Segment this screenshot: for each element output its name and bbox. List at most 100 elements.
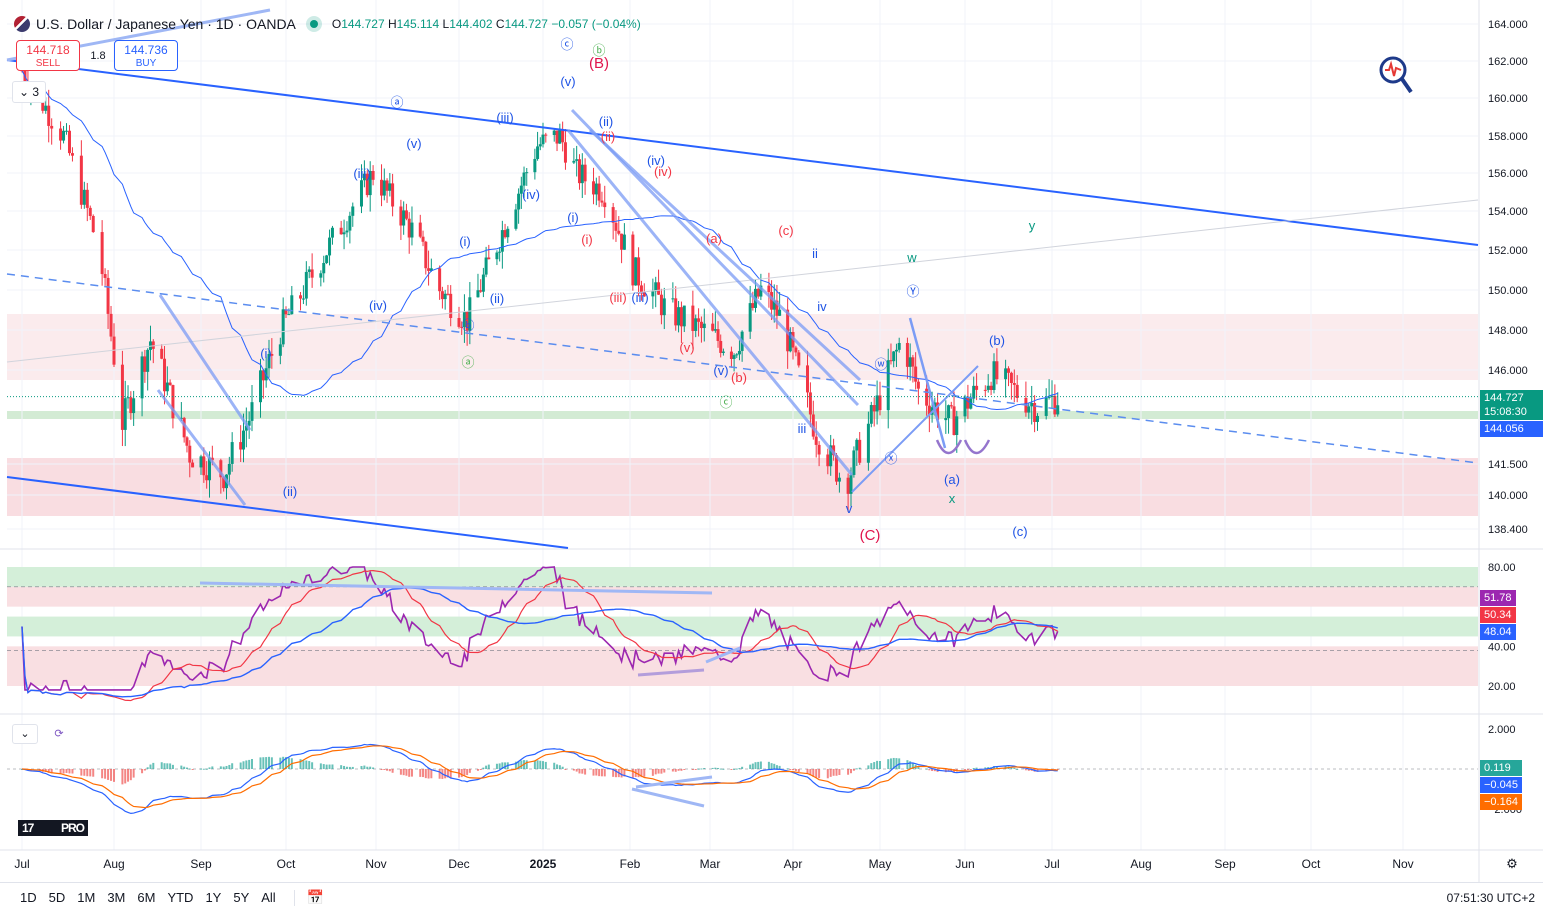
candle-body xyxy=(382,180,386,196)
macd-bar xyxy=(697,768,700,770)
macd-refresh-icon[interactable]: ⟳ xyxy=(46,724,72,744)
candle-body xyxy=(210,457,214,461)
macd-bar xyxy=(65,769,68,773)
macd-bar xyxy=(694,769,697,770)
macd-bar xyxy=(149,764,152,769)
candle-body xyxy=(348,215,352,231)
bottom-toolbar: 1D 5D 1M 3M 6M YTD 1Y 5Y All 📅 07:51:30 UTC+2 xyxy=(0,882,1543,912)
range-button-5d[interactable]: 5D xyxy=(48,890,66,905)
range-button-all[interactable]: All xyxy=(261,890,276,905)
macd-bar xyxy=(812,769,815,777)
wave-label: (ii) xyxy=(283,484,297,499)
candle-body xyxy=(552,130,556,136)
range-button-5y[interactable]: 5Y xyxy=(233,890,250,905)
macd-bar xyxy=(514,761,517,769)
range-button-6m[interactable]: 6M xyxy=(137,890,156,905)
candle-body xyxy=(519,185,523,194)
candle-body xyxy=(284,309,288,315)
candle-body xyxy=(304,271,308,299)
range-button-1d[interactable]: 1D xyxy=(20,890,37,905)
candle-body xyxy=(522,172,526,186)
range-button-3m[interactable]: 3M xyxy=(107,890,126,905)
candle-body xyxy=(925,388,929,406)
clock[interactable]: 07:51:30 UTC+2 xyxy=(1446,891,1535,905)
macd-bar xyxy=(757,761,760,769)
candle-body xyxy=(244,425,248,431)
candle-body xyxy=(188,445,192,463)
candle-body xyxy=(202,456,206,476)
candle-body xyxy=(242,430,245,450)
candle-body xyxy=(558,129,562,144)
wave-label: (v) xyxy=(406,136,421,151)
range-button-1y[interactable]: 1Y xyxy=(205,890,222,905)
macd-bar xyxy=(700,768,703,770)
candle-body xyxy=(778,309,782,316)
candle-body xyxy=(914,366,918,382)
macd-bar xyxy=(873,762,876,769)
macd-bar xyxy=(265,757,268,769)
macd-bar xyxy=(909,761,912,769)
macd-bar xyxy=(677,769,680,771)
range-button-ytd[interactable]: YTD xyxy=(167,890,194,905)
macd-bar xyxy=(671,769,674,772)
buy-button[interactable]: 144.736 BUY xyxy=(114,40,178,71)
macd-bar xyxy=(239,762,242,769)
candle-body xyxy=(634,257,638,286)
macd-bar xyxy=(809,769,812,776)
candle-body xyxy=(933,402,937,408)
macd-bar xyxy=(640,769,643,778)
macd-bar xyxy=(858,767,861,769)
wave-label: ⓑ xyxy=(592,43,605,58)
candle-body xyxy=(281,309,285,345)
macd-collapse-button[interactable]: ⌄ xyxy=(12,724,38,744)
candle-body xyxy=(611,207,615,223)
macd-bar xyxy=(717,767,720,769)
candle-body xyxy=(829,445,833,467)
symbol-title[interactable]: U.S. Dollar / Japanese Yen · 1D · OANDA xyxy=(36,16,296,32)
tradingview-logo: 17 PRO xyxy=(18,820,88,836)
candle-body xyxy=(580,164,584,184)
macd-bar xyxy=(643,769,646,777)
candle-body xyxy=(109,313,113,337)
candle-body xyxy=(299,295,303,299)
wave-label: (a) xyxy=(706,231,722,246)
wave-label: (ii) xyxy=(490,291,504,306)
macd-bar xyxy=(285,757,287,769)
candle-body xyxy=(719,340,723,353)
macd-bar xyxy=(248,759,251,769)
price-tick: 164.000 xyxy=(1488,19,1528,31)
range-button-1m[interactable]: 1M xyxy=(77,890,96,905)
wave-label: (iv) xyxy=(522,187,540,202)
rsi-divergence-line xyxy=(637,668,705,677)
candle-body xyxy=(339,227,343,235)
macd-bar xyxy=(83,769,86,776)
macd-bar xyxy=(738,768,741,770)
macd-bar xyxy=(169,763,172,769)
macd-bar xyxy=(654,769,657,775)
wave-label: (iii) xyxy=(353,166,370,181)
candle-body xyxy=(563,142,567,163)
candle-body xyxy=(614,222,618,231)
candle-body xyxy=(992,361,996,391)
time-tick: Nov xyxy=(365,857,386,871)
candle-body xyxy=(849,474,853,494)
sell-button[interactable]: 144.718 SELL xyxy=(16,40,80,71)
candle-body xyxy=(858,439,862,463)
indicators-toggle[interactable]: ⌄ 3 xyxy=(12,81,46,103)
rsi-value-label: 51.78 xyxy=(1480,590,1516,606)
axis-settings-icon[interactable]: ⚙ xyxy=(1506,856,1518,871)
candle-body xyxy=(404,210,408,219)
macd-bar xyxy=(504,762,507,769)
candle-body xyxy=(770,292,774,310)
macd-bar xyxy=(348,766,351,769)
macd-bar xyxy=(575,769,578,772)
macd-bar xyxy=(623,769,626,777)
macd-bar xyxy=(468,769,471,773)
candle-body xyxy=(631,234,635,286)
date-range-icon[interactable]: 📅 xyxy=(306,889,325,905)
candle-body xyxy=(391,183,395,207)
macd-bar xyxy=(143,769,146,771)
candle-body xyxy=(388,183,392,191)
time-tick: Jul xyxy=(14,857,29,871)
